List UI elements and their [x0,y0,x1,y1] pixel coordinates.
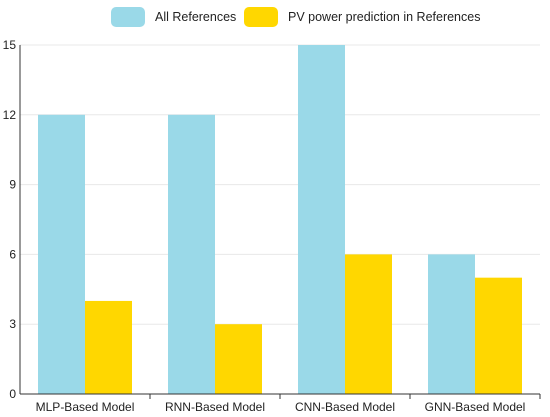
x-tick-label-1: RNN-Based Model [165,400,265,414]
tick-labels: 0 3 6 9 12 15 MLP-Based Model RNN-Based Model CN… [3,38,526,414]
y-tick-label-15: 15 [3,38,17,52]
bar-all-references-2 [298,45,345,394]
bar-all-references-1 [168,114,215,395]
y-tick-label-3: 3 [9,317,16,331]
chart-legend: All References PV power prediction in Re… [0,6,550,28]
bar-all-references-3 [428,254,475,394]
bar-pv-power-prediction-1 [215,324,262,394]
bar-pv-power-prediction-3 [475,277,522,394]
legend-swatch-all-references [111,7,145,27]
y-tick-label-9: 9 [9,178,16,192]
axes [19,45,541,399]
bar-pv-power-prediction-2 [345,254,392,394]
x-tick-label-2: CNN-Based Model [295,400,395,414]
legend-item-all-references[interactable]: All References [111,6,236,28]
x-tick-label-3: GNN-Based Model [425,400,526,414]
y-tick-label-12: 12 [3,108,17,122]
y-tick-label-0: 0 [9,387,16,401]
bars [38,45,522,395]
legend-swatch-pv-power-prediction [244,7,278,27]
bar-pv-power-prediction-0 [85,300,132,394]
legend-label-all-references: All References [155,10,237,24]
y-tick-label-6: 6 [9,247,16,261]
legend-item-pv-power-prediction[interactable]: PV power prediction in References [244,6,480,28]
bar-all-references-0 [38,114,85,395]
x-tick-label-0: MLP-Based Model [36,400,135,414]
legend-label-pv-power-prediction: PV power prediction in References [288,10,481,24]
